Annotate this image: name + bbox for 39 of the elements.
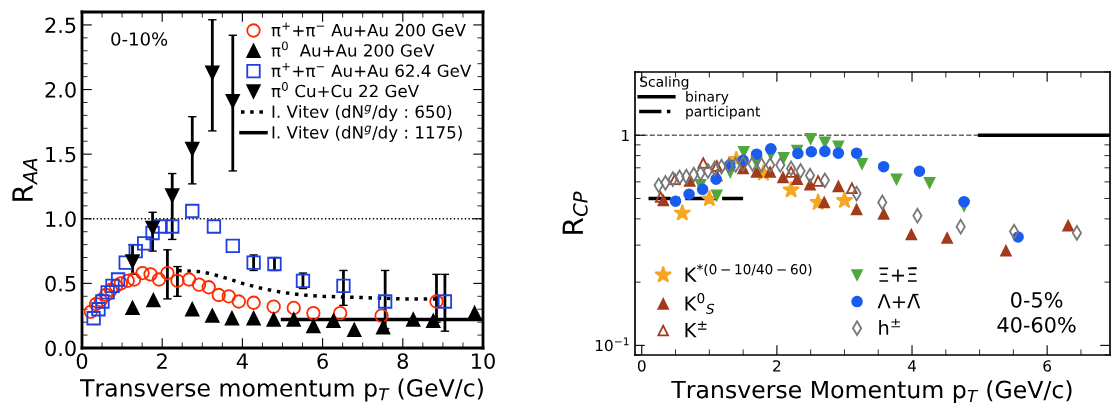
y-tick-label: 1.5 <box>46 146 76 163</box>
legend-label: π$^{0}$ Cu+Cu 22 GeV <box>271 82 419 98</box>
x-tick-label: 6 <box>317 353 328 369</box>
legend-label: I. Vitev (dN$^{g}$/dy : 650) <box>272 104 452 122</box>
legend-label: binary <box>686 91 729 105</box>
y-tick-label: 1 <box>622 129 629 142</box>
legend-title: Scaling <box>640 76 689 90</box>
x-tick-label: 6 <box>1043 360 1052 372</box>
legend-label: Λ+Λ̄ <box>877 293 921 309</box>
legend-label: K$^{*(0−10/40−60)}$ <box>685 263 812 282</box>
y-tick-label: 0.5 <box>45 275 76 292</box>
legend-label: h$^{±}$ <box>879 318 900 335</box>
legend-label: Ξ+Ξ̄ <box>879 267 917 282</box>
x-tick-label: 0 <box>76 353 88 369</box>
y-tick-label: 2.5 <box>45 17 76 34</box>
legend-label: K$^{±}$ <box>685 321 707 338</box>
y-axis-title: R$_{AA}$ <box>12 158 38 201</box>
y-tick-label: 2.0 <box>45 81 76 98</box>
y-tick-label: 10$^{−1}$ <box>595 337 629 352</box>
x-tick-label: 2 <box>157 353 167 369</box>
x-axis-title: Transverse Momentum p$_{T}$ (GeV/c) <box>671 380 1072 404</box>
x-tick-label: 4 <box>907 360 917 372</box>
annotation: 0-5% 40-60% <box>997 291 1076 333</box>
x-tick-label: 10 <box>472 353 495 369</box>
x-tick-label: 4 <box>236 353 248 369</box>
legend-label: I. Vitev (dN$^{g}$/dy : 1175) <box>272 125 462 142</box>
x-tick-label: 2 <box>773 360 781 372</box>
y-axis-title: R$_{CP}$ <box>562 191 588 234</box>
y-tick-label: 0.0 <box>45 340 76 357</box>
annotation: 0-10% <box>111 32 168 46</box>
legend-label: participant <box>686 105 761 120</box>
legend-label: K$^{0}$$_{S}$ <box>685 293 715 314</box>
x-tick-label: 0 <box>637 360 646 372</box>
x-tick-label: 8 <box>397 353 408 369</box>
legend-label: π$^{0}$ Au+Au 200 GeV <box>271 41 435 57</box>
legend-label: π$^{+}$+π$^{−}$ Au+Au 200 GeV <box>271 22 466 37</box>
legend-label: π$^{+}$+π$^{−}$ Au+Au 62.4 GeV <box>271 63 472 78</box>
x-axis-title: Transverse momentum p$_{T}$ (GeV/c) <box>79 378 483 402</box>
y-tick-label: 1.0 <box>46 211 76 227</box>
